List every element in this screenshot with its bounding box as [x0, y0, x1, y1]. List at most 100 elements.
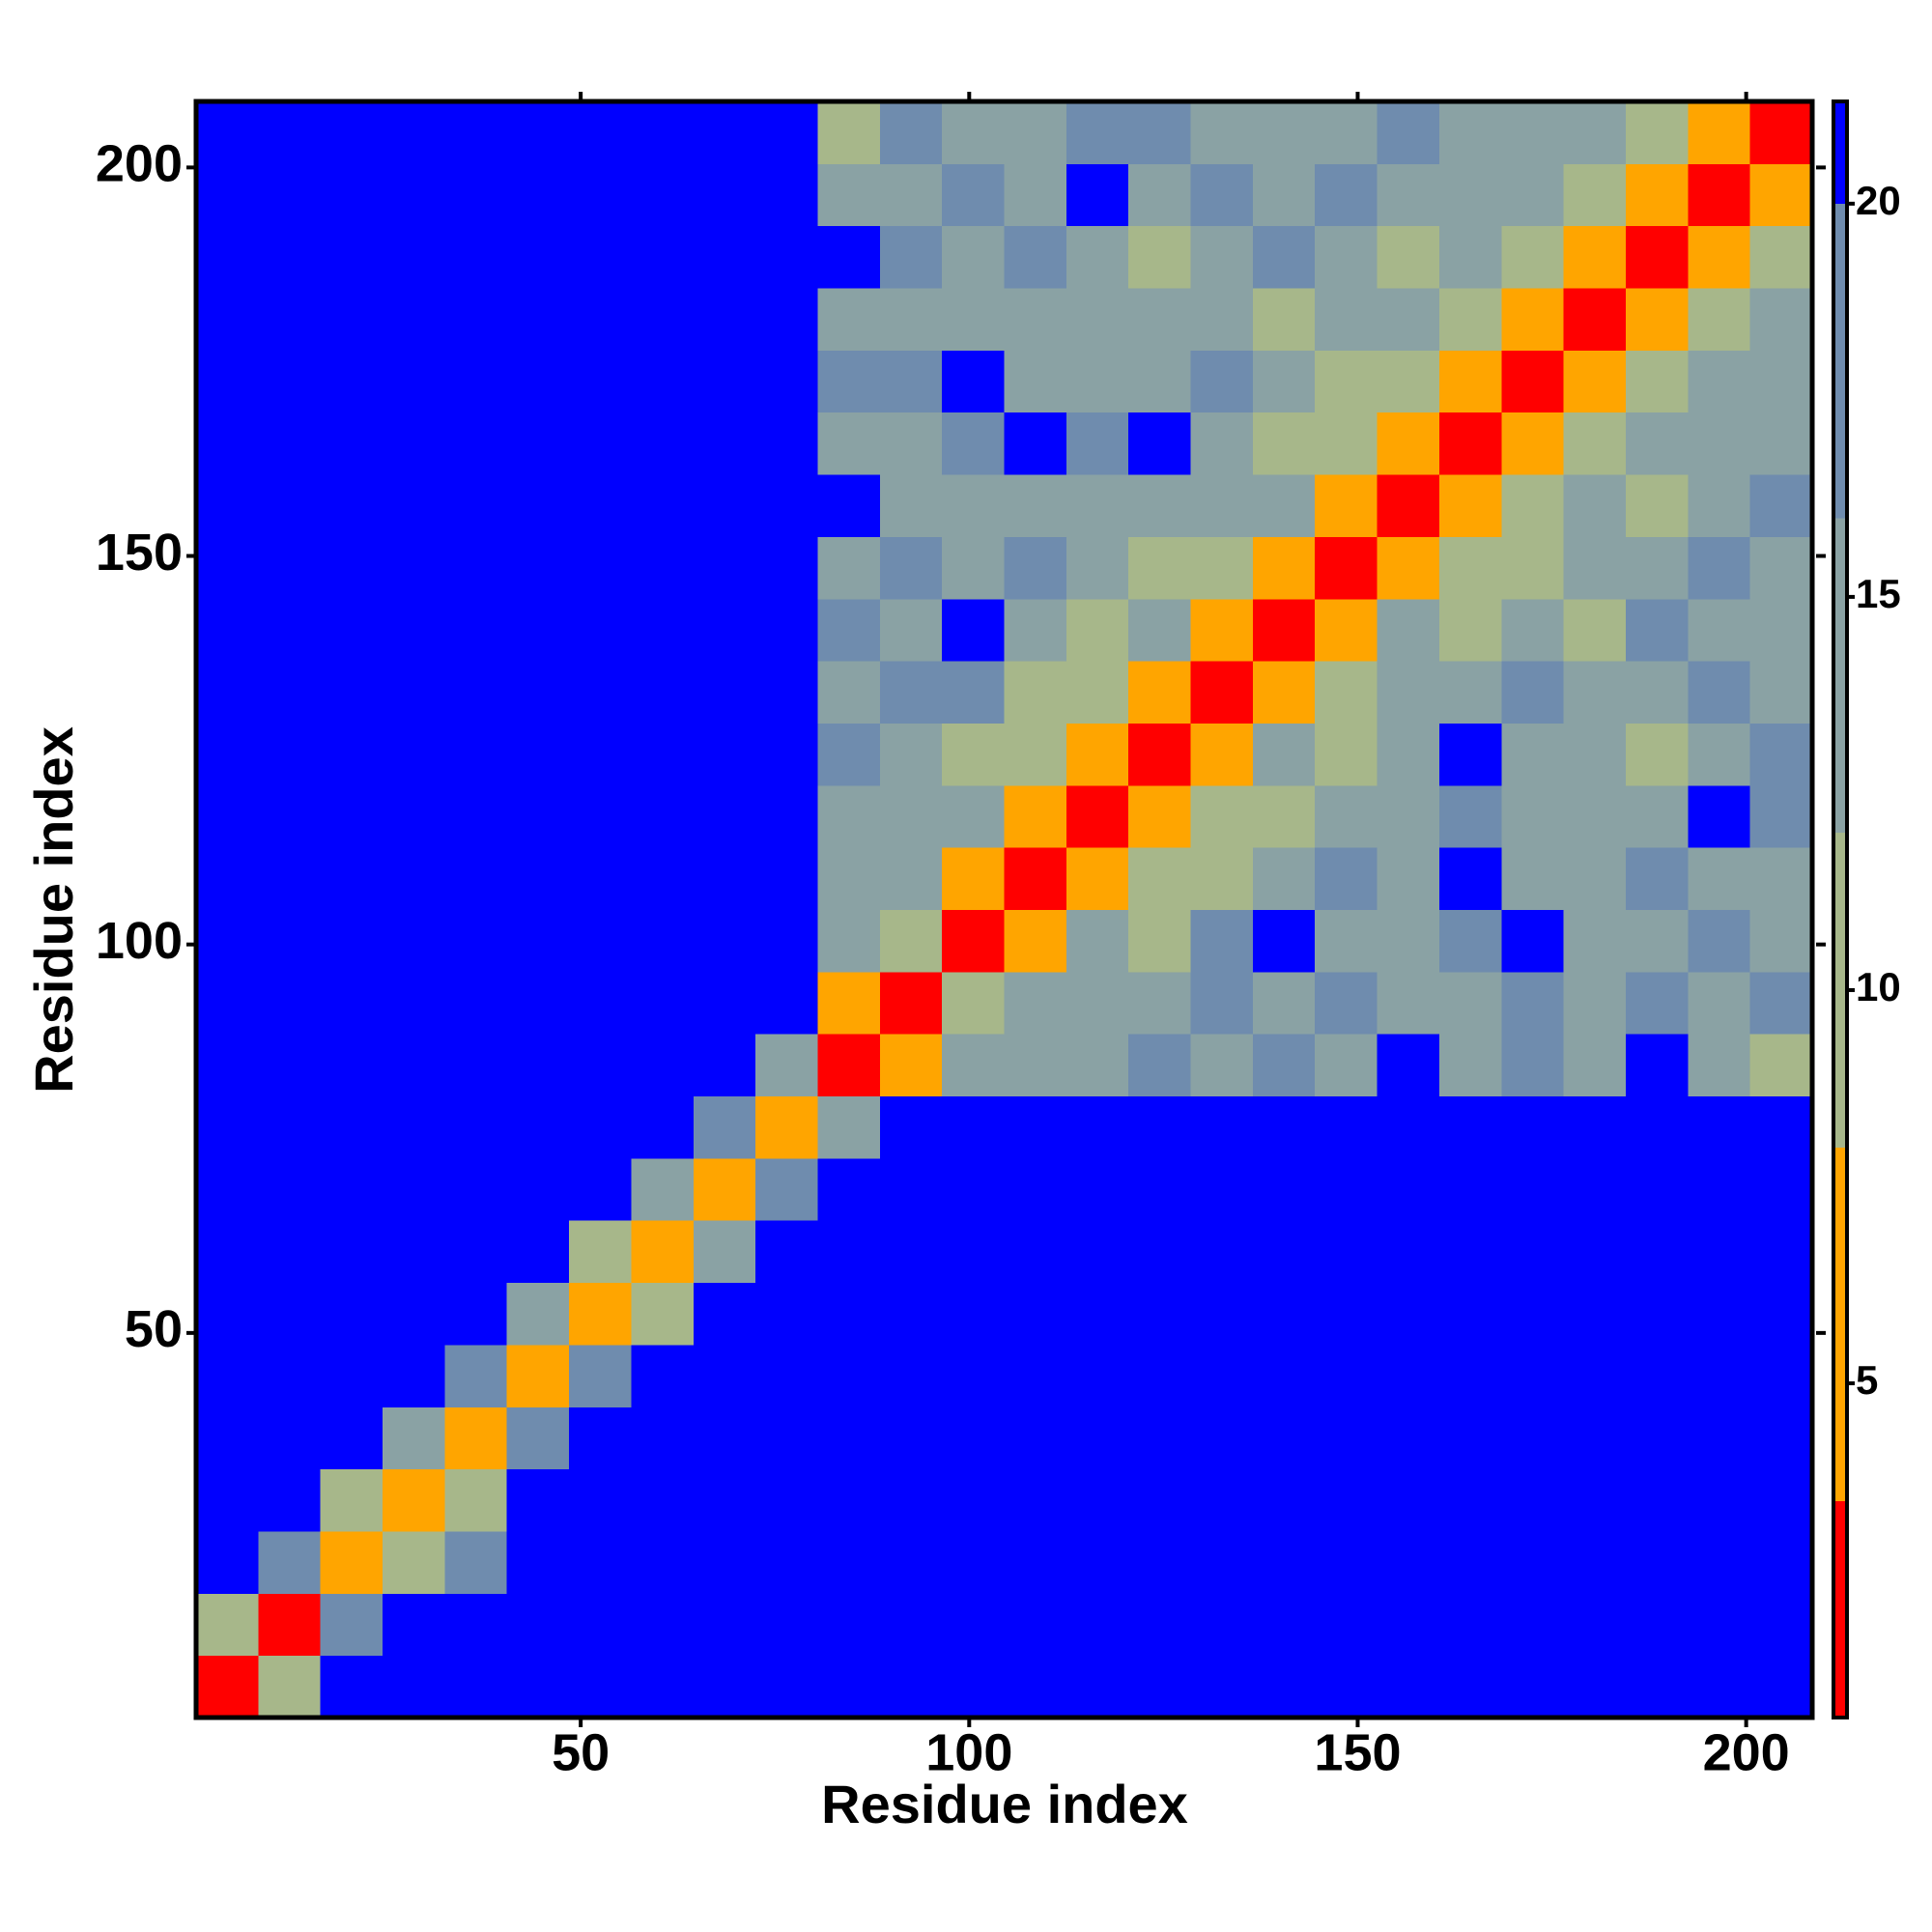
heatmap-cell: [1688, 412, 1751, 475]
x-tick-label: 150: [1314, 1723, 1401, 1781]
heatmap-cell: [1625, 225, 1689, 289]
heatmap-cell: [320, 1220, 384, 1284]
heatmap-cell: [879, 412, 943, 475]
heatmap-cell: [1252, 1344, 1316, 1407]
heatmap-cell: [258, 1095, 322, 1159]
heatmap-cell: [1688, 661, 1751, 724]
heatmap-cell: [1749, 350, 1813, 413]
heatmap-cell: [755, 1095, 818, 1159]
heatmap-cell: [444, 1344, 508, 1407]
heatmap-cell: [320, 288, 384, 351]
heatmap-cell: [320, 101, 384, 164]
heatmap-cell: [1501, 661, 1565, 724]
heatmap-cell: [1065, 163, 1129, 227]
heatmap-cell: [631, 101, 695, 164]
heatmap-cell: [1252, 412, 1316, 475]
heatmap-cell: [755, 1593, 818, 1657]
heatmap-cell: [1190, 1282, 1254, 1346]
heatmap-cell: [1563, 909, 1627, 973]
heatmap-cell: [1688, 1344, 1751, 1407]
heatmap-cell: [1252, 784, 1316, 848]
colorbar-band: [1833, 1147, 1847, 1502]
heatmap-cell: [1065, 847, 1129, 910]
heatmap-cell: [693, 847, 756, 910]
heatmap-cell: [693, 1530, 756, 1594]
heatmap-cell: [942, 288, 1005, 351]
heatmap-cell: [196, 350, 259, 413]
heatmap-cell: [320, 723, 384, 786]
heatmap-cell: [1749, 1655, 1813, 1719]
y-tick-label: 50: [125, 1300, 183, 1358]
heatmap-cell: [1190, 474, 1254, 537]
heatmap-cell: [1501, 163, 1565, 227]
heatmap-cell: [1128, 1530, 1192, 1594]
heatmap-cell: [631, 1344, 695, 1407]
heatmap-cell: [444, 909, 508, 973]
heatmap-cell: [755, 1530, 818, 1594]
heatmap-cell: [1688, 723, 1751, 786]
heatmap-cell: [196, 1655, 259, 1719]
heatmap-cell: [1190, 847, 1254, 910]
heatmap-cell: [320, 971, 384, 1035]
heatmap-cell: [755, 847, 818, 910]
heatmap-cell: [506, 474, 570, 537]
heatmap-cell: [258, 1282, 322, 1346]
heatmap-cell: [1625, 1530, 1689, 1594]
heatmap-cell: [1438, 1344, 1502, 1407]
heatmap-cell: [1190, 1220, 1254, 1284]
heatmap-cell: [1315, 1034, 1378, 1097]
heatmap-cell: [320, 225, 384, 289]
heatmap-cell: [1501, 1034, 1565, 1097]
heatmap-cell: [1065, 1344, 1129, 1407]
heatmap-cell: [631, 784, 695, 848]
heatmap-cell: [1563, 163, 1627, 227]
heatmap-cell: [1749, 1157, 1813, 1221]
heatmap-cell: [1438, 1655, 1502, 1719]
heatmap-cell: [258, 1530, 322, 1594]
heatmap-cell: [942, 1157, 1005, 1221]
heatmap-cell: [879, 909, 943, 973]
heatmap-cell: [444, 474, 508, 537]
heatmap-cell: [1252, 598, 1316, 662]
heatmap-cell: [383, 1034, 445, 1097]
heatmap-cell: [1315, 971, 1378, 1035]
colorbar-tick-label: 5: [1856, 1357, 1878, 1403]
heatmap-cell: [196, 1034, 259, 1097]
heatmap-cell: [1438, 971, 1502, 1035]
heatmap-cell: [1252, 288, 1316, 351]
heatmap-cell: [693, 225, 756, 289]
heatmap-cell: [755, 474, 818, 537]
heatmap-cell: [693, 1157, 756, 1221]
heatmap-cell: [506, 1220, 570, 1284]
heatmap-cell: [1128, 661, 1192, 724]
heatmap-cell: [755, 723, 818, 786]
heatmap-cell: [1749, 971, 1813, 1035]
x-tick-label: 100: [925, 1723, 1012, 1781]
heatmap-cell: [1501, 350, 1565, 413]
heatmap-cell: [258, 1655, 322, 1719]
heatmap-cell: [196, 1468, 259, 1532]
heatmap-cell: [1315, 536, 1378, 600]
heatmap-cell: [444, 350, 508, 413]
heatmap-cell: [1501, 474, 1565, 537]
heatmap-cell: [942, 412, 1005, 475]
heatmap-cell: [942, 1468, 1005, 1532]
heatmap-cell: [1563, 101, 1627, 164]
heatmap-cell: [1190, 661, 1254, 724]
heatmap-cell: [1749, 598, 1813, 662]
heatmap-cell: [1501, 1593, 1565, 1657]
heatmap-cell: [383, 661, 445, 724]
y-tick-label: 100: [96, 912, 183, 970]
heatmap-cell: [942, 1406, 1005, 1470]
heatmap-cell: [1625, 288, 1689, 351]
heatmap-cell: [1252, 1220, 1316, 1284]
heatmap-cell: [1190, 1406, 1254, 1470]
heatmap-cell: [196, 1220, 259, 1284]
heatmap-cell: [1315, 847, 1378, 910]
heatmap-cell: [942, 723, 1005, 786]
heatmap-cell: [879, 1344, 943, 1407]
heatmap-cell: [817, 1095, 881, 1159]
heatmap-cell: [1501, 723, 1565, 786]
heatmap-cell: [383, 909, 445, 973]
heatmap-cell: [258, 1406, 322, 1470]
